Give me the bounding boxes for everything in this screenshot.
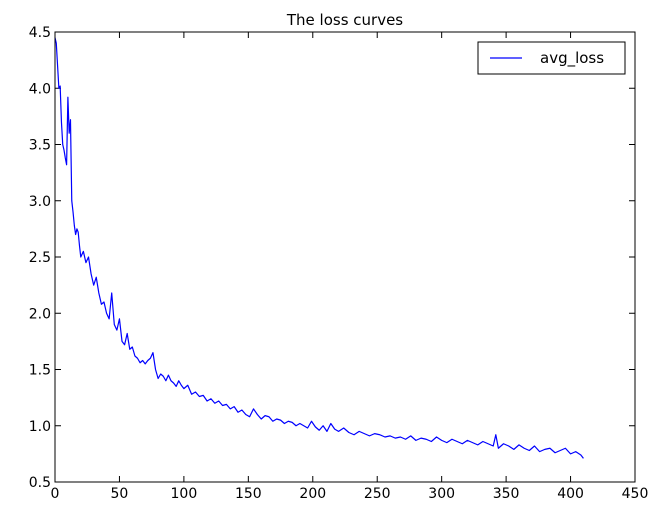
y-tick-label: 1.5 [29,363,51,379]
y-axis-ticks: 0.5 1.0 1.5 2.0 2.5 3.0 3.5 4.0 4.5 [29,25,635,491]
x-tick-label: 450 [622,486,649,502]
x-tick-label: 200 [299,486,326,502]
x-tick-label: 400 [557,486,584,502]
series-line-avg-loss [54,37,584,459]
x-axis-ticks: 0 50 100 150 200 250 300 350 400 450 [51,32,649,502]
legend: avg_loss [477,41,626,75]
x-tick-label: 100 [171,486,198,502]
x-tick-label: 50 [111,486,129,502]
x-tick-label: 0 [51,486,60,502]
x-tick-label: 150 [235,486,262,502]
y-tick-label: 2.5 [29,250,51,266]
plot-frame [54,31,636,483]
y-tick-label: 3.0 [29,194,51,210]
y-tick-label: 4.0 [29,81,51,97]
legend-label-avg-loss: avg_loss [540,49,604,68]
y-tick-label: 3.5 [29,138,51,154]
x-tick-label: 250 [364,486,391,502]
series-layer [54,37,584,459]
y-tick-label: 4.5 [29,25,51,41]
x-tick-label: 350 [493,486,520,502]
y-tick-label: 0.5 [29,475,51,491]
y-tick-label: 1.0 [29,419,51,435]
chart-title: The loss curves [286,11,403,29]
x-tick-label: 300 [428,486,455,502]
y-tick-label: 2.0 [29,306,51,322]
